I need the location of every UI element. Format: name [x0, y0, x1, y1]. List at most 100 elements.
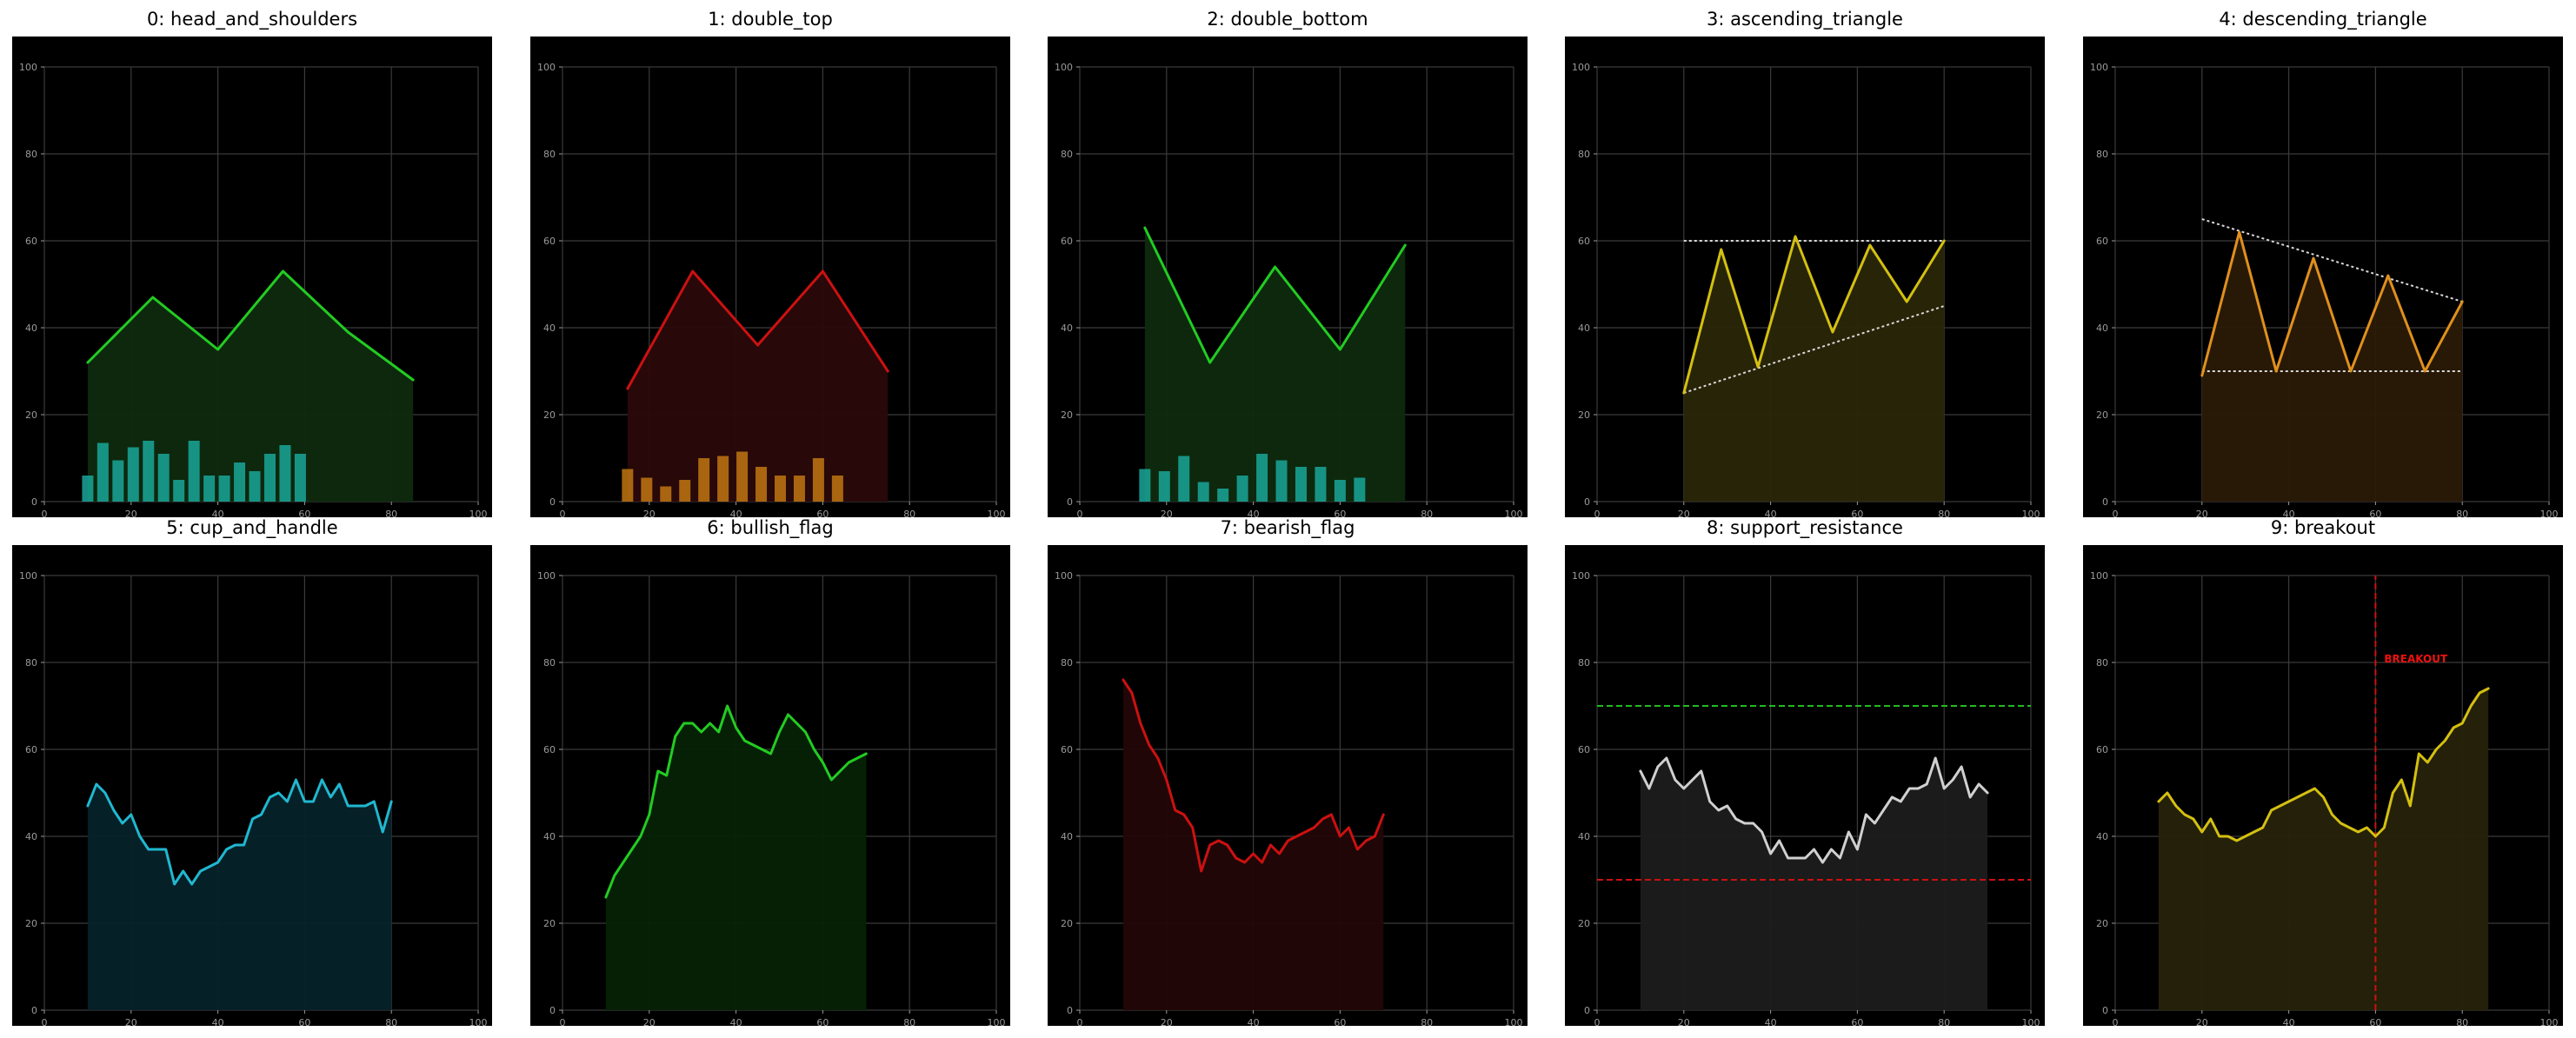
y-tick-label: 40 — [25, 323, 37, 334]
y-tick-label: 40 — [1061, 831, 1073, 842]
chart-title-7: 7: bearish_flag — [1221, 517, 1355, 539]
x-tick-label: 80 — [1421, 509, 1433, 520]
volume-bar — [755, 467, 768, 502]
volume-bar — [1256, 454, 1268, 502]
volume-bar — [1354, 477, 1366, 502]
y-tick-label: 60 — [2096, 744, 2108, 755]
volume-bar — [173, 480, 185, 502]
x-tick-label: 60 — [816, 509, 829, 520]
series-area-fill — [2158, 689, 2489, 1010]
y-tick-label: 0 — [2102, 1005, 2108, 1016]
y-tick-label: 80 — [25, 149, 37, 160]
x-tick-label: 60 — [2369, 1017, 2381, 1028]
series-line — [2157, 687, 2490, 842]
x-tick-label: 60 — [816, 1017, 829, 1028]
x-tick-label: 60 — [1334, 509, 1346, 520]
volume-bar — [157, 454, 170, 502]
y-tick-label: 40 — [1578, 323, 1590, 334]
volume-bar — [1334, 480, 1346, 502]
y-tick-label: 100 — [2090, 62, 2108, 73]
volume-bar — [622, 469, 634, 502]
series-area-fill — [1683, 236, 1945, 502]
x-tick-label: 100 — [2022, 1017, 2040, 1028]
chart-title-8: 8: support_resistance — [1707, 517, 1903, 539]
volume-bar — [831, 476, 843, 502]
y-tick-label: 0 — [2102, 496, 2108, 508]
volume-bar — [679, 480, 691, 502]
volume-bar — [188, 441, 200, 502]
chart-panel-1: 1: double_top 00 20 20 40 40 60 60 80 80 100 100 — [530, 9, 1010, 520]
y-tick-label: 60 — [543, 744, 556, 755]
y-tick-label: 20 — [1061, 409, 1073, 421]
x-tick-label: 80 — [1938, 509, 1950, 520]
y-tick-label: 100 — [19, 570, 37, 582]
x-tick-label: 20 — [1161, 509, 1173, 520]
reference-line — [2201, 218, 2463, 303]
y-tick-label: 100 — [1055, 570, 1073, 582]
series-line — [1639, 756, 1989, 864]
y-tick-label: 20 — [1061, 918, 1073, 929]
y-tick-label: 60 — [25, 744, 37, 755]
y-tick-label: 80 — [543, 149, 556, 160]
volume-bar — [1197, 482, 1209, 502]
y-tick-label: 40 — [2096, 323, 2108, 334]
x-tick-label: 0 — [560, 509, 566, 520]
y-tick-label: 0 — [1584, 1005, 1590, 1016]
x-tick-label: 40 — [2283, 509, 2295, 520]
x-tick-label: 80 — [903, 509, 915, 520]
y-tick-label: 100 — [19, 62, 37, 73]
y-tick-label: 20 — [1578, 918, 1590, 929]
y-tick-label: 40 — [2096, 831, 2108, 842]
x-tick-label: 20 — [125, 1017, 137, 1028]
y-tick-label: 80 — [1061, 149, 1073, 160]
x-tick-label: 60 — [298, 509, 310, 520]
y-tick-label: 40 — [1061, 323, 1073, 334]
chart-panel-5: 5: cup_and_handle 00 20 20 40 40 60 60 80 80 100 10… — [12, 517, 492, 1028]
volume-bar — [1315, 467, 1327, 502]
volume-bar — [812, 458, 824, 502]
x-tick-label: 40 — [212, 1017, 224, 1028]
x-tick-label: 0 — [1077, 1017, 1083, 1028]
x-tick-label: 100 — [1505, 509, 1523, 520]
y-tick-label: 20 — [543, 918, 556, 929]
volume-bar — [218, 476, 230, 502]
x-tick-label: 100 — [988, 509, 1006, 520]
x-tick-label: 0 — [42, 509, 48, 520]
x-tick-label: 40 — [730, 1017, 742, 1028]
volume-bar — [127, 447, 139, 502]
series-area-fill — [87, 780, 392, 1010]
y-tick-label: 40 — [25, 831, 37, 842]
volume-bar — [698, 458, 710, 502]
volume-bar — [234, 462, 246, 502]
volume-bar — [1295, 467, 1307, 502]
x-tick-label: 60 — [2369, 509, 2381, 520]
y-tick-label: 60 — [1578, 744, 1590, 755]
y-tick-label: 0 — [31, 496, 37, 508]
volume-bar — [793, 476, 805, 502]
x-tick-label: 80 — [385, 1017, 397, 1028]
series-line — [626, 269, 889, 390]
x-tick-label: 80 — [2456, 509, 2468, 520]
y-tick-label: 0 — [549, 496, 556, 508]
y-tick-label: 100 — [1055, 62, 1073, 73]
volume-bar — [82, 476, 94, 502]
breakout-annotation: BREAKOUT — [2384, 653, 2448, 665]
x-tick-label: 0 — [2113, 509, 2119, 520]
x-tick-label: 0 — [42, 1017, 48, 1028]
volume-bar — [717, 456, 729, 502]
chart-title-2: 2: double_bottom — [1207, 9, 1368, 30]
y-tick-label: 100 — [1572, 570, 1590, 582]
y-tick-label: 80 — [1061, 657, 1073, 669]
y-tick-label: 20 — [25, 918, 37, 929]
volume-bar — [294, 454, 306, 502]
y-tick-label: 80 — [25, 657, 37, 669]
y-tick-label: 80 — [543, 657, 556, 669]
y-tick-label: 20 — [1578, 409, 1590, 421]
y-tick-label: 20 — [2096, 409, 2108, 421]
y-tick-label: 0 — [549, 1005, 556, 1016]
y-tick-label: 80 — [2096, 149, 2108, 160]
volume-bar — [263, 454, 276, 502]
x-tick-label: 80 — [1938, 1017, 1950, 1028]
